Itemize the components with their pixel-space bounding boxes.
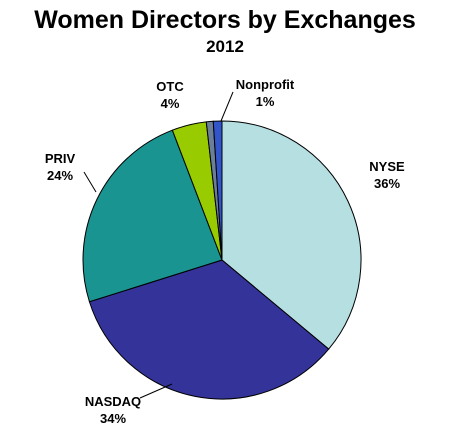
slice-label-nasdaq: NASDAQ — [85, 394, 141, 409]
leader-line-priv — [83, 171, 97, 193]
slice-label-nonprofit: Nonprofit — [236, 77, 295, 92]
slice-value-label-nasdaq: 34% — [100, 411, 126, 426]
chart-subtitle: 2012 — [206, 37, 244, 56]
pie-slice-nasdaq — [88, 259, 330, 400]
pie-slice-nonprofit — [212, 120, 223, 261]
leader-lines — [83, 91, 234, 399]
slice-labels: NYSE 36% NASDAQ 34% PRIV 24% OTC 4% Nonprofit 1% — [45, 77, 405, 426]
slice-value-label-priv: 24% — [47, 168, 73, 183]
slice-label-otc: OTC — [156, 79, 184, 94]
pie-slice-nyse — [221, 120, 362, 350]
chart-title: Women Directors by Exchanges — [34, 6, 416, 34]
pie-slices — [82, 120, 362, 400]
leader-line-nonprofit — [220, 91, 234, 122]
slice-value-label-otc: 4% — [161, 96, 180, 111]
leader-line-nasdaq — [139, 383, 173, 399]
slice-label-nyse: NYSE — [369, 159, 405, 174]
slice-value-label-nonprofit: 1% — [256, 94, 275, 109]
slice-value-label-nyse: 36% — [374, 176, 400, 191]
slice-label-priv: PRIV — [45, 151, 76, 166]
pie-slice-priv — [82, 129, 223, 303]
